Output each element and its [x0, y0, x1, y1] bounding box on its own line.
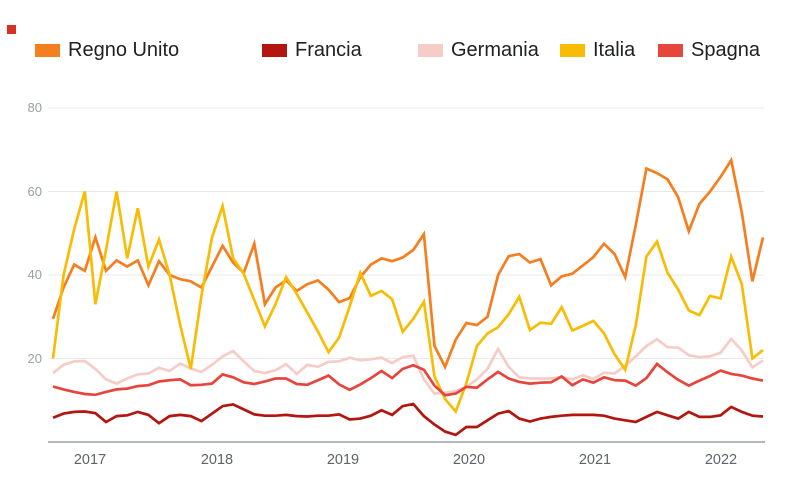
legend-label-francia: Francia: [295, 38, 362, 61]
x-axis-tick-2019: 2019: [326, 452, 360, 468]
legend-swatch-germania: [418, 43, 443, 57]
legend-item-francia[interactable]: Francia: [262, 38, 362, 62]
x-axis-tick-2018: 2018: [200, 452, 234, 468]
legend-label-italia: Italia: [593, 38, 636, 61]
legend-swatch-italia: [560, 43, 585, 57]
y-axis-tick-40: 40: [27, 267, 42, 282]
chart-legend: Regno Unito Francia Germania Italia Spag…: [0, 38, 794, 62]
legend-item-germania[interactable]: Germania: [418, 38, 539, 62]
legend-item-italia[interactable]: Italia: [560, 38, 635, 62]
legend-item-spagna[interactable]: Spagna: [658, 38, 760, 62]
legend-label-spagna: Spagna: [691, 38, 760, 61]
x-axis-tick-2020: 2020: [452, 452, 486, 468]
legend-label-regno-unito: Regno Unito: [68, 38, 180, 61]
y-axis-tick-80: 80: [27, 100, 42, 115]
legend-swatch-francia: [262, 43, 287, 57]
y-axis-tick-60: 60: [27, 184, 42, 199]
legend-item-regno-unito[interactable]: Regno Unito: [35, 38, 179, 62]
legend-swatch-spagna: [658, 43, 683, 57]
x-axis-tick-2022: 2022: [704, 452, 738, 468]
legend-label-germania: Germania: [451, 38, 539, 61]
x-axis-tick-2021: 2021: [578, 452, 612, 468]
x-axis-tick-2017: 2017: [73, 452, 107, 468]
legend-swatch-regno-unito: [35, 43, 60, 57]
y-axis-tick-20: 20: [27, 351, 42, 366]
red-marker-icon: [7, 25, 16, 34]
